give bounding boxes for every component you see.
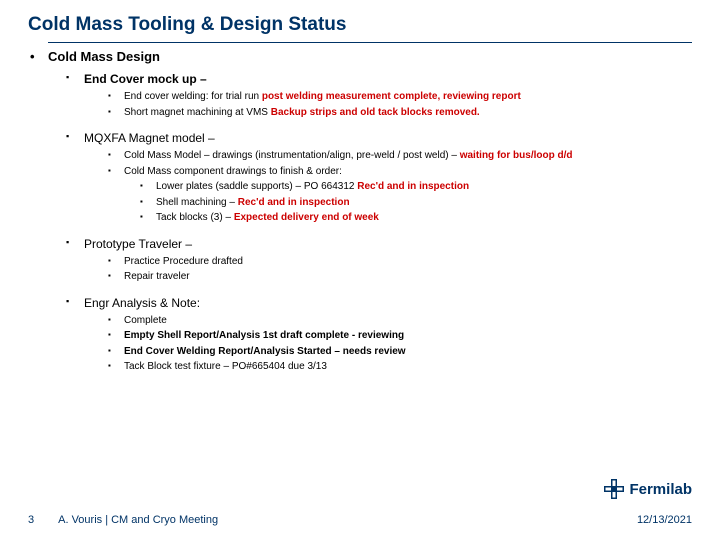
title-rule bbox=[48, 42, 692, 43]
s4-item3: End Cover Welding Report/Analysis Starte… bbox=[124, 345, 692, 359]
s3-item2: Repair traveler bbox=[124, 270, 692, 284]
s1-item1: End cover welding: for trial run post we… bbox=[124, 90, 692, 104]
s2-header: MQXFA Magnet model – bbox=[84, 131, 692, 145]
s1-header: End Cover mock up – bbox=[84, 72, 692, 86]
footer-meeting: A. Vouris | CM and Cryo Meeting bbox=[58, 514, 637, 526]
s4-item2: Empty Shell Report/Analysis 1st draft co… bbox=[124, 329, 692, 343]
s2-item1: Cold Mass Model – drawings (instrumentat… bbox=[124, 149, 692, 163]
page-number: 3 bbox=[28, 514, 34, 526]
s2-item2: Cold Mass component drawings to finish &… bbox=[124, 165, 692, 179]
logo-text: Fermilab bbox=[629, 481, 692, 498]
s1-item2: Short magnet machining at VMS Backup str… bbox=[124, 106, 692, 120]
s4-item1: Complete bbox=[124, 314, 692, 328]
s2-item2-1: Lower plates (saddle supports) – PO 6643… bbox=[156, 180, 692, 194]
fermilab-icon bbox=[603, 478, 625, 500]
s4-item4: Tack Block test fixture – PO#665404 due … bbox=[124, 360, 692, 374]
fermilab-logo: Fermilab bbox=[603, 478, 692, 500]
s3-header: Prototype Traveler – bbox=[84, 237, 692, 251]
slide-footer: 3 A. Vouris | CM and Cryo Meeting 12/13/… bbox=[28, 514, 692, 526]
slide-title: Cold Mass Tooling & Design Status bbox=[28, 14, 692, 36]
lvl1-heading: Cold Mass Design bbox=[48, 49, 692, 64]
s2-item2-2: Shell machining – Rec'd and in inspectio… bbox=[156, 196, 692, 210]
s4-header: Engr Analysis & Note: bbox=[84, 296, 692, 310]
s2-item2-3: Tack blocks (3) – Expected delivery end … bbox=[156, 211, 692, 225]
footer-date: 12/13/2021 bbox=[637, 514, 692, 526]
s3-item1: Practice Procedure drafted bbox=[124, 255, 692, 269]
